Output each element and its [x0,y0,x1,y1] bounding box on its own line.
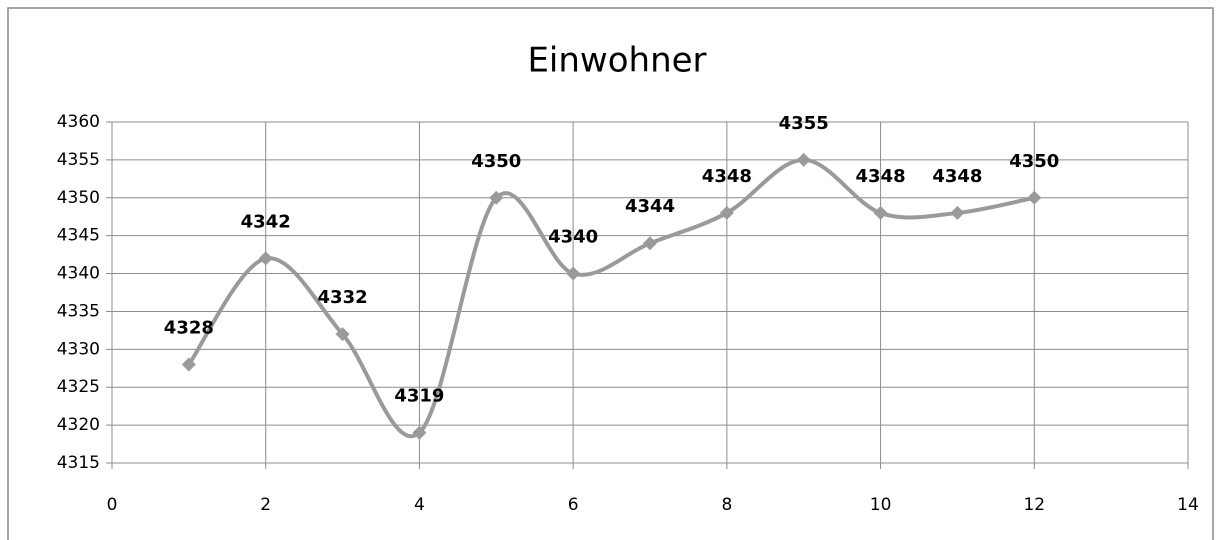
marker [950,205,965,220]
y-tick-label: 4330 [57,339,100,359]
marker [1027,190,1042,205]
x-tick-label: 14 [1177,495,1199,515]
data-label: 4348 [702,166,752,187]
y-tick-label: 4340 [57,264,100,284]
data-label: 4350 [471,151,521,172]
x-tick-label: 8 [721,495,732,515]
line [187,157,1035,438]
data-label: 4328 [164,317,214,338]
data-label: 4342 [241,211,291,232]
x-tick-label: 12 [1023,495,1045,515]
data-label: 4348 [932,166,982,187]
data-label: 4348 [856,166,906,187]
data-label: 4344 [625,196,675,217]
marker [258,251,273,266]
y-tick-label: 4350 [57,188,100,208]
y-tick-label: 4355 [57,150,100,170]
data-label: 4332 [318,287,368,308]
data-label: 4340 [548,227,598,248]
marker [412,425,427,440]
marker [335,327,350,342]
data-label: 4355 [779,113,829,134]
x-tick-label: 10 [870,495,892,515]
y-tick-label: 4345 [57,226,100,246]
y-tick-label: 4360 [57,112,100,132]
marker [873,205,888,220]
marker [643,236,657,251]
marker [566,266,581,281]
marker [489,190,504,205]
marker [796,152,811,167]
marker [719,205,734,220]
x-tick-label: 0 [107,495,118,515]
data-label: 4350 [1009,151,1059,172]
x-tick-label: 2 [260,495,271,515]
chart-title: Einwohner [527,41,706,81]
y-tick-label: 4325 [57,377,100,397]
marker [181,357,196,372]
x-tick-label: 6 [568,495,579,515]
y-tick-label: 4315 [57,453,100,473]
x-tick-label: 4 [414,495,425,515]
data-label: 4319 [394,386,444,407]
y-tick-label: 4320 [57,415,100,435]
y-tick-label: 4335 [57,301,100,321]
